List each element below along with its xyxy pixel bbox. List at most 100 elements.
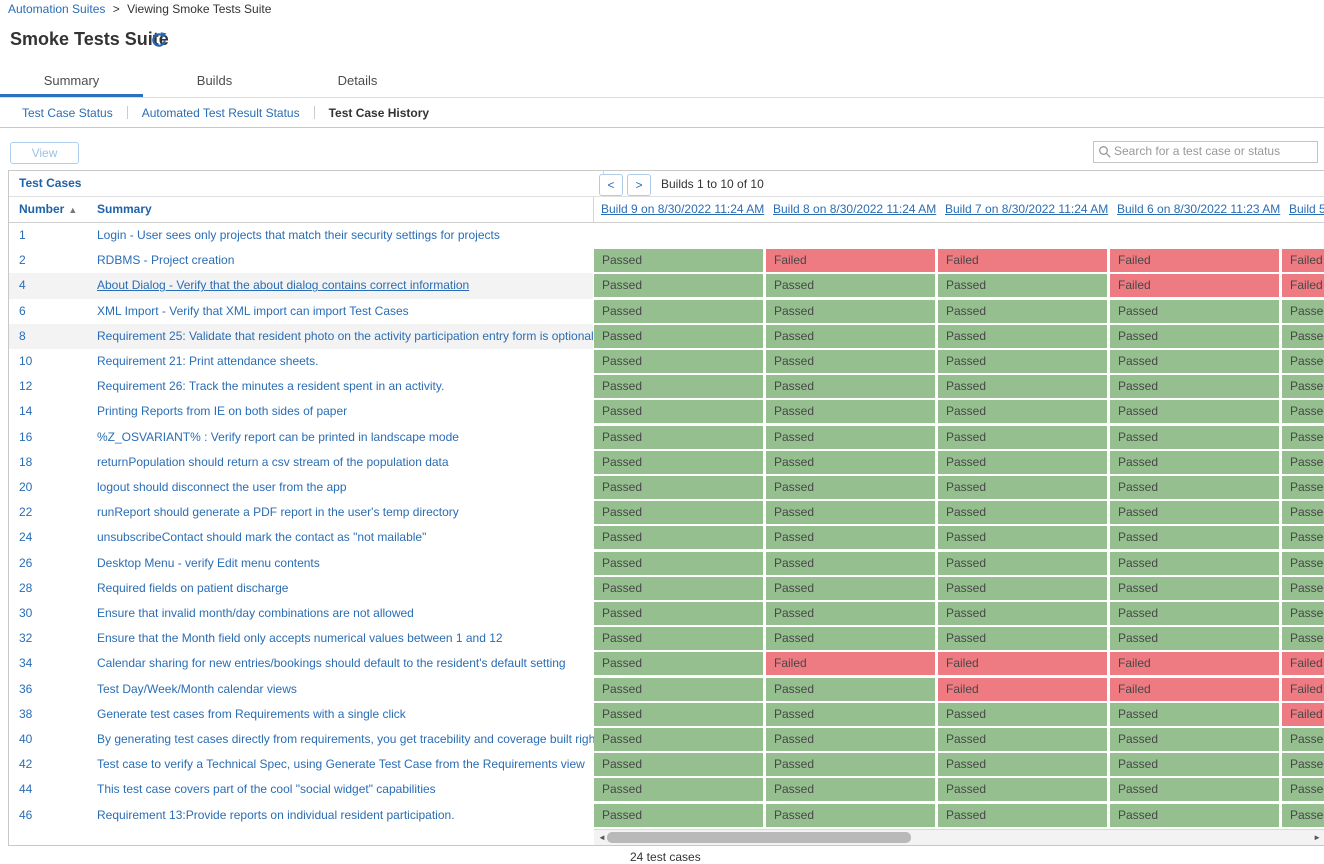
- tab-summary[interactable]: Summary: [0, 68, 143, 97]
- prev-builds-button[interactable]: <: [599, 174, 623, 196]
- status-cell-passed[interactable]: Passed: [938, 274, 1107, 298]
- status-cell-passed[interactable]: Passed: [938, 753, 1107, 777]
- status-cell-passed[interactable]: Passed: [766, 551, 935, 575]
- status-cell-failed[interactable]: Failed: [1110, 249, 1279, 273]
- status-cell-passed[interactable]: Passed: [594, 728, 763, 751]
- build-column-link-1[interactable]: Build 9 on 8/30/2022 11:24 AM: [601, 202, 765, 216]
- test-case-summary-link[interactable]: XML Import - Verify that XML import can …: [97, 303, 409, 318]
- test-case-row-left[interactable]: 10 Requirement 21: Print attendance sheet…: [9, 349, 593, 374]
- status-cell-passed[interactable]: Passed: [594, 778, 763, 802]
- status-cell-passed[interactable]: Passed: [766, 400, 935, 424]
- status-cell-passed[interactable]: Passed: [594, 753, 763, 777]
- status-cell-passed[interactable]: Passed: [594, 803, 763, 827]
- test-case-row-left[interactable]: 34 Calendar sharing for new entries/booki…: [9, 651, 593, 676]
- tab-details[interactable]: Details: [337, 73, 378, 88]
- test-case-summary-link[interactable]: Ensure that invalid month/day combinatio…: [97, 606, 414, 620]
- status-cell-passed[interactable]: Passed: [1110, 576, 1279, 600]
- tab-builds[interactable]: Builds: [196, 73, 233, 88]
- test-case-row-left[interactable]: 42 Test case to verify a Technical Spec, …: [9, 752, 593, 777]
- build-column-link-5[interactable]: Build 5: [1289, 202, 1324, 216]
- scrollbar-thumb[interactable]: [607, 832, 911, 843]
- test-case-row-left[interactable]: 18 returnPopulation should return a csv s…: [9, 450, 593, 475]
- next-builds-button[interactable]: >: [627, 174, 651, 196]
- subtab-test-case-history[interactable]: Test Case History: [328, 105, 430, 120]
- status-cell-passed[interactable]: Passed: [938, 425, 1107, 449]
- test-case-summary-link[interactable]: Printing Reports from IE on both sides o…: [97, 404, 348, 419]
- status-cell-passed[interactable]: Passed: [766, 375, 935, 399]
- test-case-number-link[interactable]: 44: [19, 782, 33, 797]
- status-cell-passed[interactable]: Passed: [938, 501, 1107, 525]
- status-cell-failed[interactable]: Failed: [1110, 652, 1279, 676]
- status-cell-failed[interactable]: Failed: [1282, 702, 1324, 726]
- test-case-number-link[interactable]: 22: [19, 505, 33, 520]
- status-cell-passed[interactable]: Passed: [1282, 551, 1324, 575]
- status-cell-passed[interactable]: Passed: [766, 476, 935, 499]
- status-cell-failed[interactable]: Failed: [1282, 274, 1324, 298]
- test-case-number-link[interactable]: 34: [19, 656, 33, 671]
- status-cell-passed[interactable]: Passed: [594, 677, 763, 701]
- status-cell-passed[interactable]: Passed: [766, 324, 935, 348]
- test-case-row-left[interactable]: 2 RDBMS - Project creation: [9, 248, 593, 273]
- status-cell-passed[interactable]: Passed: [766, 778, 935, 802]
- test-case-number-link[interactable]: 28: [19, 580, 33, 595]
- status-cell-passed[interactable]: Passed: [594, 652, 763, 676]
- status-cell-passed[interactable]: Passed: [594, 501, 763, 525]
- status-cell-passed[interactable]: Passed: [594, 274, 763, 298]
- status-cell-passed[interactable]: Passed: [1110, 501, 1279, 525]
- status-cell-passed[interactable]: Passed: [938, 576, 1107, 600]
- status-cell-passed[interactable]: Passed: [938, 778, 1107, 802]
- status-cell-passed[interactable]: Passed: [1110, 425, 1279, 449]
- search-input[interactable]: [1114, 142, 1312, 160]
- status-cell-failed[interactable]: Failed: [1110, 677, 1279, 701]
- status-cell-passed[interactable]: Passed: [766, 350, 935, 373]
- status-cell-passed[interactable]: Passed: [1110, 526, 1279, 550]
- test-case-number-link[interactable]: 18: [19, 454, 33, 469]
- status-cell-passed[interactable]: Passed: [938, 476, 1107, 499]
- test-case-row-left[interactable]: 36 Test Day/Week/Month calendar views: [9, 677, 593, 702]
- test-case-summary-link[interactable]: Requirement 21: Print attendance sheets.: [97, 354, 319, 368]
- status-cell-failed[interactable]: Failed: [766, 652, 935, 676]
- scroll-right-arrow[interactable]: ►: [1313, 833, 1321, 842]
- test-case-summary-link[interactable]: By generating test cases directly from r…: [97, 732, 612, 746]
- status-cell-passed[interactable]: Passed: [766, 728, 935, 751]
- test-case-number-link[interactable]: 20: [19, 480, 33, 494]
- test-case-row-left[interactable]: 46 Requirement 13:Provide reports on indi…: [9, 803, 593, 828]
- status-cell-passed[interactable]: Passed: [766, 803, 935, 827]
- status-cell-passed[interactable]: Passed: [1110, 400, 1279, 424]
- status-cell-passed[interactable]: Passed: [766, 450, 935, 474]
- status-cell-passed[interactable]: Passed: [1282, 576, 1324, 600]
- test-case-row-left[interactable]: 30 Ensure that invalid month/day combinat…: [9, 601, 593, 626]
- status-cell-passed[interactable]: Passed: [594, 551, 763, 575]
- test-case-row-left[interactable]: 16 %Z_OSVARIANT% : Verify report can be p…: [9, 425, 593, 450]
- status-cell-passed[interactable]: Passed: [938, 350, 1107, 373]
- test-case-number-link[interactable]: 30: [19, 606, 33, 620]
- status-cell-passed[interactable]: Passed: [766, 299, 935, 323]
- status-cell-passed[interactable]: Passed: [1282, 778, 1324, 802]
- status-cell-passed[interactable]: Passed: [1282, 753, 1324, 777]
- status-cell-passed[interactable]: Passed: [938, 702, 1107, 726]
- test-case-number-link[interactable]: 12: [19, 379, 33, 394]
- status-cell-passed[interactable]: Passed: [766, 677, 935, 701]
- build-column-link-2[interactable]: Build 8 on 8/30/2022 11:24 AM: [773, 202, 937, 216]
- test-case-number-link[interactable]: 4: [19, 278, 26, 293]
- test-case-summary-link[interactable]: Desktop Menu - verify Edit menu contents: [97, 555, 320, 570]
- test-case-number-link[interactable]: 36: [19, 681, 33, 696]
- test-case-summary-link[interactable]: %Z_OSVARIANT% : Verify report can be pri…: [97, 429, 459, 444]
- test-case-summary-link[interactable]: logout should disconnect the user from t…: [97, 480, 347, 494]
- test-case-summary-link[interactable]: Requirement 13:Provide reports on indivi…: [97, 807, 455, 822]
- status-cell-failed[interactable]: Failed: [1282, 677, 1324, 701]
- status-cell-passed[interactable]: Passed: [1282, 476, 1324, 499]
- status-cell-passed[interactable]: Passed: [1110, 375, 1279, 399]
- test-case-row-left[interactable]: 28 Required fields on patient discharge: [9, 576, 593, 601]
- scroll-left-arrow[interactable]: ◄: [598, 833, 606, 842]
- status-cell-passed[interactable]: Passed: [1282, 728, 1324, 751]
- status-cell-passed[interactable]: Passed: [1282, 400, 1324, 424]
- test-case-number-link[interactable]: 6: [19, 303, 26, 318]
- status-cell-passed[interactable]: Passed: [938, 450, 1107, 474]
- status-cell-passed[interactable]: Passed: [594, 324, 763, 348]
- status-cell-passed[interactable]: Passed: [594, 350, 763, 373]
- test-case-row-left[interactable]: 24 unsubscribeContact should mark the con…: [9, 525, 593, 550]
- status-cell-passed[interactable]: Passed: [1282, 450, 1324, 474]
- test-case-summary-link[interactable]: returnPopulation should return a csv str…: [97, 454, 449, 469]
- status-cell-passed[interactable]: Passed: [1282, 803, 1324, 827]
